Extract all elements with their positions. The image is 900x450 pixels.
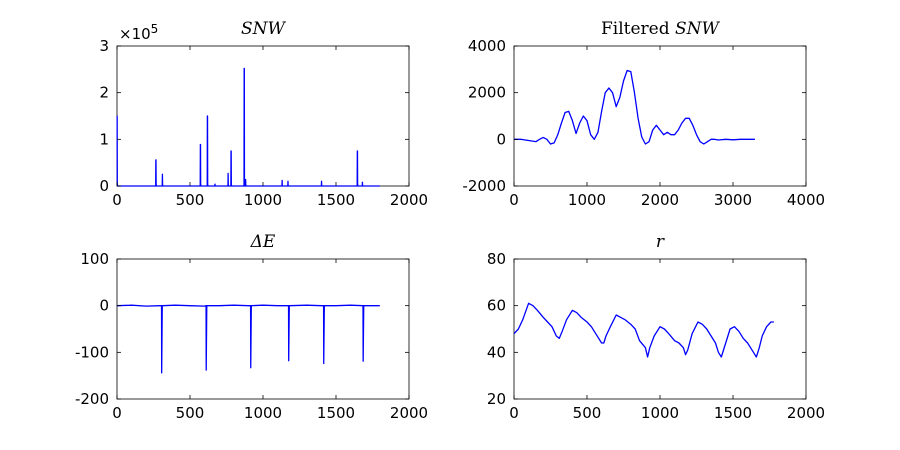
x-tick-label-delta-e: 1000 [244, 404, 282, 422]
x-tick-label-delta-e: 1500 [317, 404, 355, 422]
x-tick-label-snw: 500 [176, 191, 205, 209]
x-tick-label-filtered-snw: 0 [509, 191, 519, 209]
x-tick-label-r: 1500 [714, 404, 752, 422]
subplot-title-snw: SNW [241, 19, 287, 39]
x-tick-label-delta-e: 500 [176, 404, 205, 422]
subplot-title-filtered-snw: Filtered SNW [601, 19, 721, 39]
y-exponent-label-snw: ×105 [119, 22, 158, 43]
x-tick-label-delta-e: 0 [112, 404, 122, 422]
x-tick-label-snw: 0 [112, 191, 122, 209]
plot-area-snw [116, 45, 410, 187]
x-tick-label-filtered-snw: 4000 [787, 191, 825, 209]
x-tick-label-r: 500 [573, 404, 602, 422]
x-tick-label-r: 0 [509, 404, 519, 422]
series-line-filtered-snw-0 [514, 69, 755, 145]
series-line-delta-e-0 [116, 304, 380, 374]
y-tick-label-r: 40 [487, 343, 506, 361]
subplot-filtered-snw: 0 1000 2000 3000 4000-2000020004000Filtered … [462, 19, 825, 209]
y-tick-label-r: 20 [487, 390, 506, 408]
x-tick-label-snw: 1000 [244, 191, 282, 209]
x-tick-label-delta-e: 2000 [390, 404, 428, 422]
y-tick-label-delta-e: -200 [75, 390, 109, 408]
y-tick-label-filtered-snw: 0 [496, 130, 506, 148]
plot-area-delta-e [116, 258, 410, 400]
y-tick-label-filtered-snw: 4000 [468, 37, 506, 55]
subplot-title-r: r [656, 232, 665, 252]
y-tick-label-filtered-snw: 2000 [468, 84, 506, 102]
plot-area-r [513, 258, 807, 400]
subplot-r: 0 500 1000 1500 2000 20 40 60 80 r [487, 232, 825, 422]
y-tick-label-r: 60 [487, 297, 506, 315]
y-tick-label-filtered-snw: -2000 [462, 177, 506, 195]
y-tick-label-snw: 2 [99, 84, 109, 102]
x-tick-label-filtered-snw: 3000 [714, 191, 752, 209]
x-tick-label-snw: 2000 [390, 191, 428, 209]
y-tick-label-delta-e: -100 [75, 343, 109, 361]
y-tick-label-r: 80 [487, 250, 506, 268]
x-tick-label-r: 2000 [787, 404, 825, 422]
series-line-snw-0 [116, 67, 380, 187]
x-tick-label-filtered-snw: 2000 [641, 191, 679, 209]
y-tick-label-delta-e: 0 [99, 297, 109, 315]
series-line-r-0 [513, 302, 774, 358]
x-tick-label-r: 1000 [641, 404, 679, 422]
x-tick-label-snw: 1500 [317, 191, 355, 209]
y-tick-label-delta-e: 100 [80, 250, 109, 268]
y-tick-label-snw: 3 [99, 37, 109, 55]
subplot-delta-e: 0 500 1000 1500 2000 -200 -100 0 100 ΔE [75, 232, 428, 422]
x-tick-label-filtered-snw: 1000 [568, 191, 606, 209]
plot-area-filtered-snw [513, 45, 807, 187]
y-tick-label-snw: 1 [99, 130, 109, 148]
subplot-snw: 0 500 1000 1500 2000 0 1 2 3 SNW ×105 [99, 19, 428, 209]
subplot-title-delta-e: ΔE [250, 232, 276, 252]
y-tick-label-snw: 0 [99, 177, 109, 195]
